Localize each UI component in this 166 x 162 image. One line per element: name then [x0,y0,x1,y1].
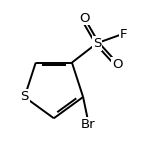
Text: Br: Br [81,118,95,131]
Text: S: S [20,91,29,104]
Text: O: O [112,58,123,71]
Text: F: F [120,28,127,41]
Text: O: O [80,12,90,24]
Text: S: S [93,37,101,50]
